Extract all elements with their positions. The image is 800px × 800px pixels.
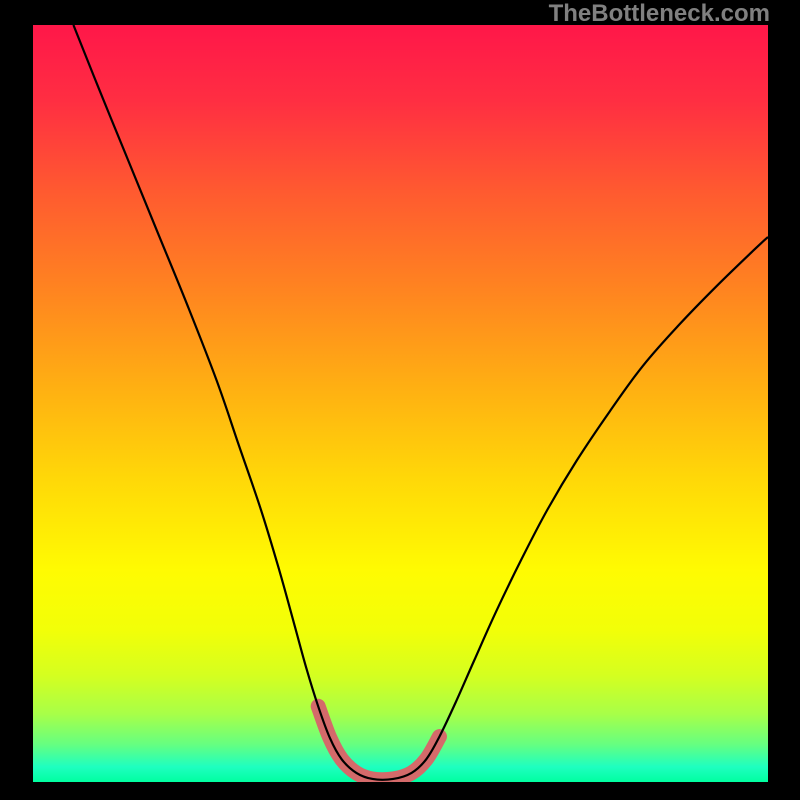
plot-area (33, 25, 768, 782)
bottleneck-curve-highlight (318, 706, 439, 779)
bottleneck-curve-main (73, 25, 768, 780)
outer-frame: TheBottleneck.com (0, 0, 800, 800)
chart-curves (33, 25, 768, 782)
watermark-text: TheBottleneck.com (549, 0, 770, 28)
